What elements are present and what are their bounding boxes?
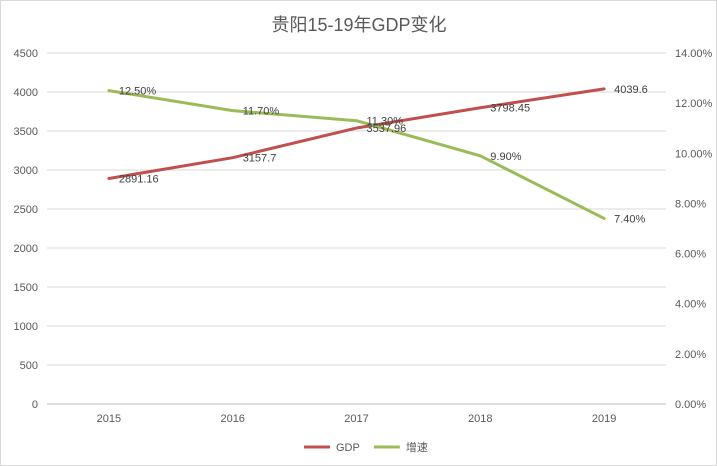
gridlines — [47, 52, 666, 405]
x-axis-tick-label: 2016 — [220, 413, 244, 425]
left-axis-tick-label: 2000 — [14, 243, 38, 255]
right-axis-tick-label: 14.00% — [675, 48, 713, 60]
right-axis-tick-label: 12.00% — [675, 98, 713, 110]
series — [107, 87, 606, 220]
data-labels: 2891.16 3157.7 3537.96 3798.45 4039.6 12.50% 1… — [119, 84, 648, 226]
right-axis-tick-label: 0.00% — [675, 399, 706, 411]
data-label: 12.50% — [119, 86, 157, 98]
left-axis-tick-label: 0 — [32, 399, 38, 411]
right-axis-tick-label: 10.00% — [675, 148, 713, 160]
left-axis-tick-label: 4000 — [14, 87, 38, 99]
legend: GDP 增速 — [304, 440, 428, 454]
data-label: 7.40% — [614, 213, 645, 225]
data-label: 11.30% — [367, 116, 404, 128]
right-y-axis: 0.00% 2.00% 4.00% 6.00% 8.00% 10.00% 12.00% 14.… — [675, 48, 713, 411]
data-label: 3798.45 — [490, 103, 530, 115]
x-axis-tick-label: 2015 — [97, 413, 121, 425]
left-axis-tick-label: 4500 — [14, 48, 38, 60]
left-axis-tick-label: 2500 — [14, 204, 38, 216]
x-axis-tick-label: 2017 — [344, 413, 368, 425]
left-axis-tick-label: 3500 — [14, 126, 38, 138]
series-line-growth — [107, 89, 606, 220]
left-y-axis: 0 500 1000 1500 2000 2500 3000 3500 4000 4500 — [14, 48, 38, 411]
x-axis-tick-label: 2019 — [592, 413, 616, 425]
right-axis-tick-label: 8.00% — [675, 198, 706, 210]
data-label: 9.90% — [490, 151, 521, 163]
left-axis-tick-label: 1000 — [14, 321, 38, 333]
left-axis-tick-label: 500 — [20, 360, 38, 372]
data-label: 2891.16 — [119, 173, 159, 185]
left-axis-tick-label: 1500 — [14, 282, 38, 294]
right-axis-tick-label: 4.00% — [675, 299, 706, 311]
x-axis: 2015 2016 2017 2018 2019 — [97, 413, 617, 425]
data-label: 4039.6 — [614, 84, 648, 96]
right-axis-tick-label: 2.00% — [675, 349, 706, 361]
data-label: 3157.7 — [243, 153, 277, 165]
x-axis-tick-label: 2018 — [468, 413, 492, 425]
data-label: 11.70% — [243, 106, 280, 118]
data-label: 3537.96 — [367, 123, 407, 135]
chart-title: 贵阳15-19年GDP变化 — [271, 15, 446, 35]
right-axis-tick-label: 6.00% — [675, 249, 706, 261]
left-axis-tick-label: 3000 — [14, 165, 38, 177]
series-line-gdp — [107, 87, 606, 180]
legend-label: 增速 — [406, 440, 428, 454]
legend-label: GDP — [336, 442, 360, 454]
